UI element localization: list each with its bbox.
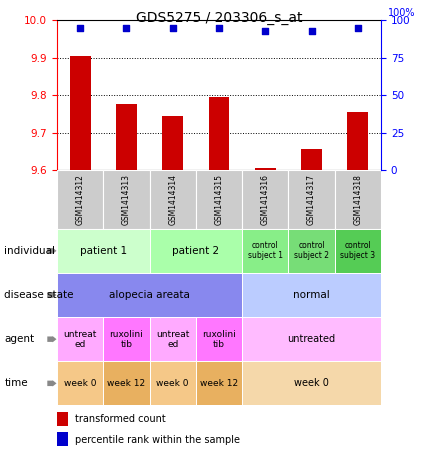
- Text: GSM1414318: GSM1414318: [353, 174, 362, 225]
- Text: normal: normal: [293, 290, 330, 300]
- Point: [262, 27, 269, 34]
- Text: untreat
ed: untreat ed: [64, 330, 97, 348]
- Text: disease state: disease state: [4, 290, 74, 300]
- Bar: [103, 170, 149, 229]
- Bar: [196, 361, 242, 405]
- Text: untreated: untreated: [287, 334, 336, 344]
- Bar: [242, 229, 289, 273]
- Text: GSM1414315: GSM1414315: [215, 174, 223, 225]
- Bar: [162, 116, 183, 170]
- Text: week 12: week 12: [107, 379, 145, 388]
- Text: individual: individual: [4, 246, 55, 256]
- Bar: [70, 56, 91, 170]
- Bar: [289, 229, 335, 273]
- Bar: [196, 170, 242, 229]
- Text: week 0: week 0: [156, 379, 189, 388]
- Bar: [57, 432, 68, 447]
- Text: GSM1414313: GSM1414313: [122, 174, 131, 225]
- Point: [354, 24, 361, 32]
- Bar: [208, 97, 230, 170]
- Bar: [103, 361, 149, 405]
- Text: patient 2: patient 2: [172, 246, 219, 256]
- Point: [215, 24, 223, 32]
- Bar: [242, 361, 381, 405]
- Text: untreat
ed: untreat ed: [156, 330, 189, 348]
- Bar: [57, 273, 242, 317]
- Bar: [242, 170, 289, 229]
- Text: time: time: [4, 378, 28, 388]
- Text: GSM1414317: GSM1414317: [307, 174, 316, 225]
- Text: week 12: week 12: [200, 379, 238, 388]
- Text: 100%: 100%: [388, 8, 416, 18]
- Text: transformed count: transformed count: [75, 414, 166, 424]
- Bar: [242, 273, 381, 317]
- Text: GSM1414314: GSM1414314: [168, 174, 177, 225]
- Text: GDS5275 / 203306_s_at: GDS5275 / 203306_s_at: [136, 11, 302, 25]
- Bar: [149, 229, 242, 273]
- Text: control
subject 3: control subject 3: [340, 241, 375, 260]
- Text: percentile rank within the sample: percentile rank within the sample: [75, 434, 240, 444]
- Text: week 0: week 0: [294, 378, 329, 388]
- Bar: [57, 229, 149, 273]
- Point: [77, 24, 84, 32]
- Bar: [57, 170, 103, 229]
- Bar: [255, 168, 276, 170]
- Bar: [57, 361, 103, 405]
- Bar: [57, 412, 68, 426]
- Text: GSM1414316: GSM1414316: [261, 174, 270, 225]
- Text: patient 1: patient 1: [80, 246, 127, 256]
- Point: [169, 24, 176, 32]
- Bar: [347, 112, 368, 170]
- Point: [308, 27, 315, 34]
- Text: GSM1414312: GSM1414312: [76, 174, 85, 225]
- Text: ruxolini
tib: ruxolini tib: [110, 330, 143, 348]
- Bar: [57, 317, 103, 361]
- Text: agent: agent: [4, 334, 35, 344]
- Bar: [335, 229, 381, 273]
- Text: control
subject 1: control subject 1: [248, 241, 283, 260]
- Bar: [301, 149, 322, 170]
- Point: [123, 24, 130, 32]
- Bar: [103, 317, 149, 361]
- Text: ruxolini
tib: ruxolini tib: [202, 330, 236, 348]
- Bar: [335, 170, 381, 229]
- Bar: [149, 361, 196, 405]
- Bar: [149, 317, 196, 361]
- Bar: [116, 105, 137, 170]
- Bar: [289, 170, 335, 229]
- Text: week 0: week 0: [64, 379, 96, 388]
- Bar: [242, 317, 381, 361]
- Text: alopecia areata: alopecia areata: [109, 290, 190, 300]
- Bar: [149, 170, 196, 229]
- Text: control
subject 2: control subject 2: [294, 241, 329, 260]
- Bar: [196, 317, 242, 361]
